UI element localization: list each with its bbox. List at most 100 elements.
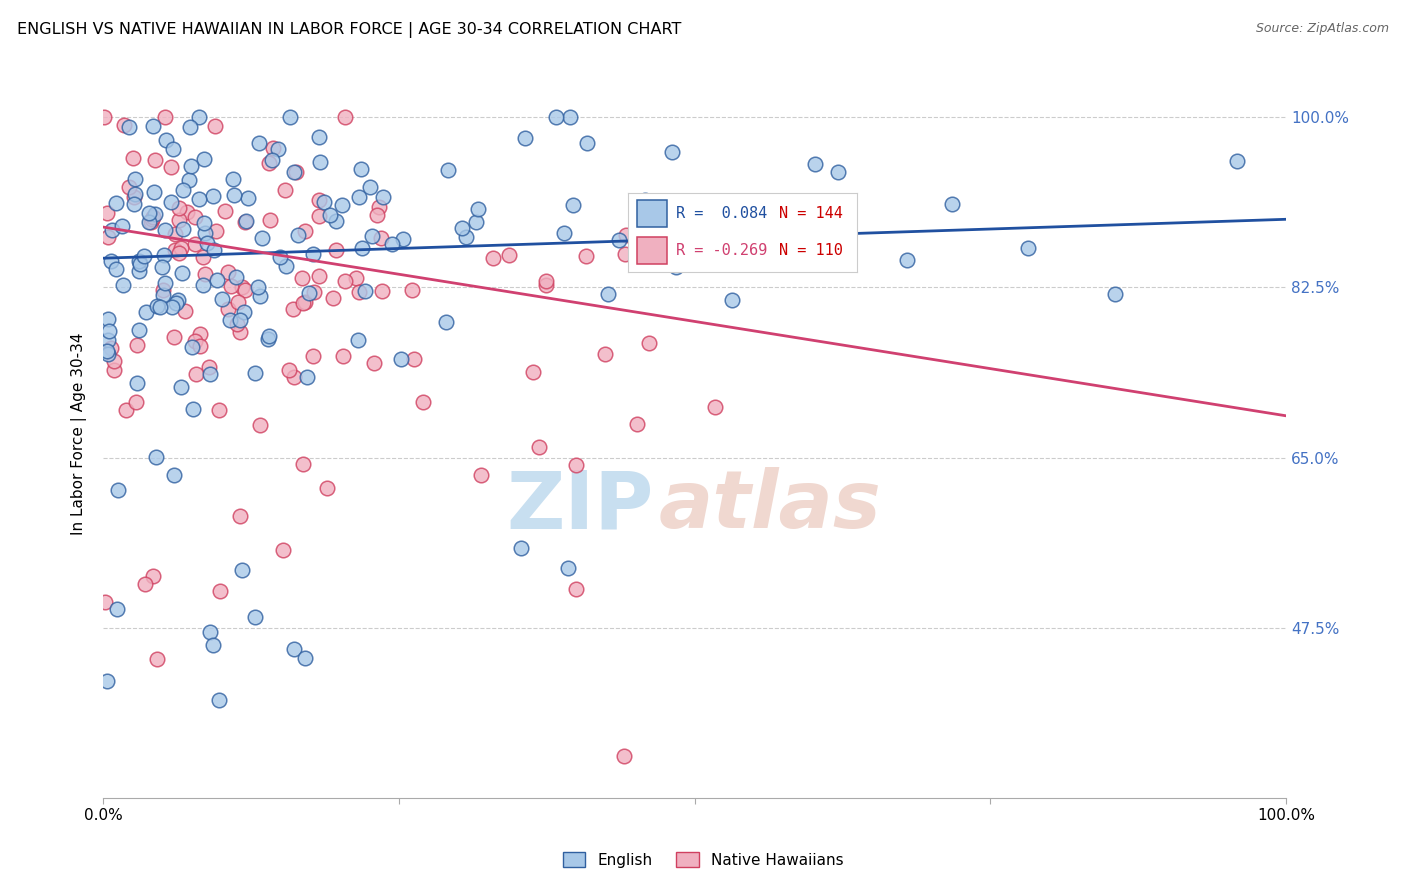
Point — [243, 366, 266, 380]
Point — [370, 284, 392, 298]
Point — [231, 563, 253, 577]
Point — [194, 226, 217, 240]
Point — [267, 142, 290, 156]
Point — [319, 209, 342, 223]
Point — [259, 212, 281, 227]
Point — [595, 347, 617, 361]
Point — [138, 215, 160, 229]
Text: Source: ZipAtlas.com: Source: ZipAtlas.com — [1256, 22, 1389, 36]
Point — [183, 334, 205, 349]
Point — [534, 278, 557, 293]
Point — [232, 305, 254, 319]
Point — [103, 363, 125, 377]
Point — [105, 261, 128, 276]
Point — [302, 349, 325, 363]
Point — [100, 222, 122, 236]
Point — [146, 300, 169, 314]
Text: R = -0.269: R = -0.269 — [676, 243, 768, 258]
Point — [112, 118, 135, 132]
Point — [217, 265, 239, 279]
Point — [314, 194, 336, 209]
Point — [184, 367, 207, 381]
Point — [231, 279, 253, 293]
Point — [596, 287, 619, 301]
Point — [257, 155, 280, 169]
Point — [465, 215, 488, 229]
Point — [142, 569, 165, 583]
Point — [143, 207, 166, 221]
Point — [172, 183, 194, 197]
Point — [257, 329, 280, 343]
Point — [202, 638, 225, 652]
Point — [170, 241, 193, 255]
Point — [561, 198, 583, 212]
Point — [224, 188, 246, 202]
Point — [205, 224, 228, 238]
Point — [135, 305, 157, 319]
Point — [247, 136, 270, 151]
Point — [271, 542, 294, 557]
Point — [576, 136, 599, 151]
Point — [225, 318, 247, 332]
Point — [153, 276, 176, 290]
Point — [128, 322, 150, 336]
Point — [278, 363, 301, 377]
Point — [202, 243, 225, 257]
Point — [97, 230, 120, 244]
Point — [96, 674, 118, 689]
Point — [134, 577, 156, 591]
Point — [160, 160, 183, 174]
Point — [222, 172, 245, 186]
Point — [172, 222, 194, 236]
Point — [302, 285, 325, 300]
Point — [308, 268, 330, 283]
Point — [558, 110, 581, 124]
Point — [228, 313, 250, 327]
Point — [152, 248, 174, 262]
Point — [344, 271, 367, 285]
Point — [354, 284, 377, 298]
Point — [250, 231, 273, 245]
Point — [225, 270, 247, 285]
Point — [298, 285, 321, 300]
Point — [122, 190, 145, 204]
Point — [553, 226, 575, 240]
Point — [174, 304, 197, 318]
Point — [103, 354, 125, 368]
Point — [1017, 241, 1039, 255]
Point — [401, 284, 423, 298]
Point — [100, 254, 122, 268]
Point — [176, 204, 198, 219]
Point — [198, 625, 221, 640]
Point — [308, 209, 330, 223]
Point — [149, 300, 172, 314]
Point — [167, 201, 190, 215]
Point — [111, 277, 134, 292]
Text: N = 110: N = 110 — [779, 243, 842, 258]
Point — [219, 313, 242, 327]
Point — [219, 278, 242, 293]
Point — [527, 440, 550, 454]
Text: ZIP: ZIP — [506, 467, 654, 545]
Text: ENGLISH VS NATIVE HAWAIIAN IN LABOR FORCE | AGE 30-34 CORRELATION CHART: ENGLISH VS NATIVE HAWAIIAN IN LABOR FORC… — [17, 22, 682, 38]
Point — [260, 153, 283, 168]
Point — [249, 417, 271, 432]
Point — [122, 152, 145, 166]
Point — [188, 192, 211, 206]
Point — [193, 216, 215, 230]
Point — [534, 274, 557, 288]
Point — [607, 233, 630, 247]
Point — [333, 110, 356, 124]
Point — [350, 161, 373, 176]
Point — [359, 180, 381, 194]
Point — [515, 130, 537, 145]
Point — [163, 227, 186, 241]
Point — [482, 251, 505, 265]
Point — [721, 293, 744, 307]
Point — [118, 180, 141, 194]
Point — [188, 110, 211, 124]
Point — [96, 344, 118, 359]
Point — [143, 153, 166, 167]
Point — [104, 195, 127, 210]
Point — [138, 206, 160, 220]
